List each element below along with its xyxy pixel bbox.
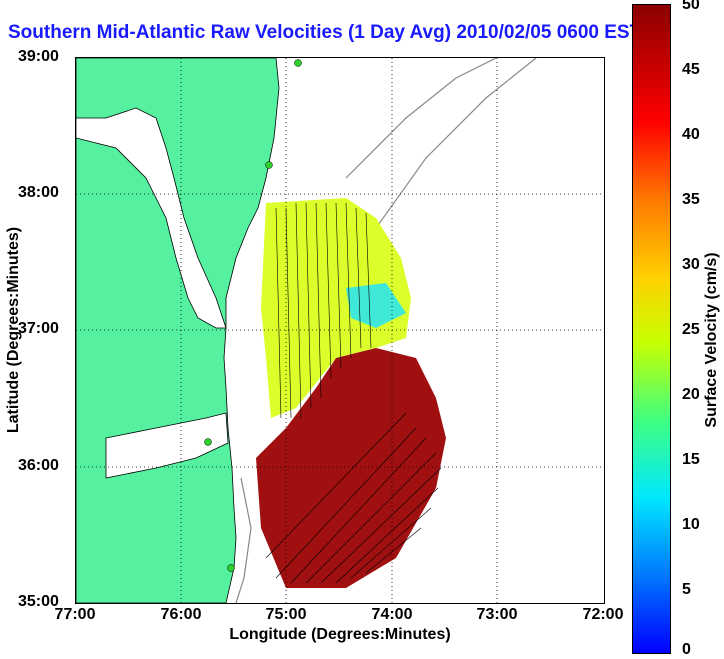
contour-line (235, 477, 252, 603)
x-tick: 72:00 (582, 606, 624, 623)
y-tick: 37:00 (18, 320, 59, 337)
y-tick: 36:00 (18, 457, 59, 474)
colorbar-tick: 0 (682, 641, 691, 658)
x-tick: 77:00 (54, 606, 96, 623)
colorbar-tick: 5 (682, 581, 691, 598)
colorbar-tick: 15 (682, 451, 700, 468)
x-tick: 73:00 (476, 606, 518, 623)
y-tick: 35:00 (18, 593, 59, 610)
bay-water-south (105, 412, 229, 479)
x-tick: 74:00 (371, 606, 413, 623)
x-tick: 75:00 (265, 606, 307, 623)
plot-title: Southern Mid-Atlantic Raw Velocities (1 … (8, 22, 642, 43)
colorbar-tick: 40 (682, 126, 700, 143)
station-marker (265, 161, 273, 169)
y-axis-label: Latitude (Degrees:Minutes) (5, 226, 22, 434)
bay-water (76, 107, 227, 329)
y-tick: 38:00 (18, 184, 59, 201)
x-tick: 76:00 (160, 606, 202, 623)
colorbar-tick: 10 (682, 516, 700, 533)
y-tick: 39:00 (18, 48, 59, 65)
grid-lines (76, 58, 604, 603)
velocity-vectors (265, 202, 442, 584)
contour-line (345, 58, 497, 179)
colorbar (632, 4, 671, 654)
station-marker (204, 438, 212, 446)
map-canvas (76, 58, 604, 603)
velocity-field-cyan (346, 283, 406, 328)
x-axis-label: Longitude (Degrees:Minutes) (229, 626, 451, 643)
colorbar-tick: 25 (682, 321, 700, 338)
colorbar-label: Surface Velocity (cm/s) (703, 252, 720, 428)
map-plot-area (75, 57, 605, 604)
colorbar-tick: 20 (682, 386, 700, 403)
velocity-field-south (256, 348, 446, 588)
velocity-field-north (261, 198, 411, 418)
colorbar-tick: 45 (682, 61, 700, 78)
station-marker (227, 564, 235, 572)
colorbar-tick: 30 (682, 256, 700, 273)
colorbar-tick: 35 (682, 191, 700, 208)
contour-line (375, 58, 537, 229)
colorbar-tick: 50 (682, 0, 700, 13)
station-marker (294, 59, 302, 67)
